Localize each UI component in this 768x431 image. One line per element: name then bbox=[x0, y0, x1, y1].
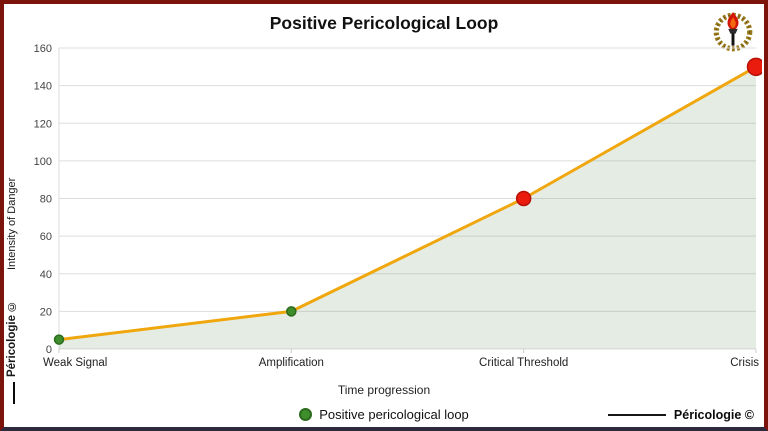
watermark-text: Péricologie © bbox=[673, 408, 754, 422]
x-axis-label: Time progression bbox=[337, 383, 431, 397]
watermark-line bbox=[607, 414, 666, 416]
data-point bbox=[515, 190, 532, 207]
legend-marker-icon bbox=[299, 408, 313, 421]
data-point bbox=[286, 306, 297, 317]
y-tick-label: 120 bbox=[34, 118, 52, 130]
y-tick-label: 60 bbox=[40, 231, 52, 243]
x-tick-label: Crisis bbox=[730, 357, 759, 369]
data-point bbox=[746, 57, 762, 77]
chart-plot: 0 20 40 60 80 100 120 140 160 Weak Signal Amplific… bbox=[34, 43, 762, 369]
torch-laurel-logo-icon bbox=[710, 8, 756, 54]
data-point bbox=[53, 334, 65, 345]
x-tick-label: Weak Signal bbox=[43, 357, 107, 369]
x-tick-label: Critical Threshold bbox=[479, 357, 568, 369]
y-tick-label: 40 bbox=[40, 269, 52, 281]
y-tick-label: 160 bbox=[34, 43, 52, 55]
area-fill bbox=[59, 66, 756, 349]
legend-label: Positive pericological loop bbox=[319, 407, 469, 422]
y-tick-label: 100 bbox=[34, 156, 52, 168]
x-tick-label: Amplification bbox=[259, 357, 324, 369]
y-tick-label: 20 bbox=[40, 306, 52, 318]
chart-title: Positive Pericological Loop bbox=[269, 13, 499, 33]
y-tick-label: 80 bbox=[40, 194, 52, 206]
y-tick-label: 0 bbox=[46, 344, 52, 356]
data-line bbox=[57, 65, 758, 342]
left-watermark-line bbox=[13, 382, 15, 404]
right-watermark: Péricologie © bbox=[607, 408, 754, 422]
chart-legend: Positive pericological loop bbox=[4, 407, 764, 422]
y-tick-label: 140 bbox=[34, 81, 52, 93]
